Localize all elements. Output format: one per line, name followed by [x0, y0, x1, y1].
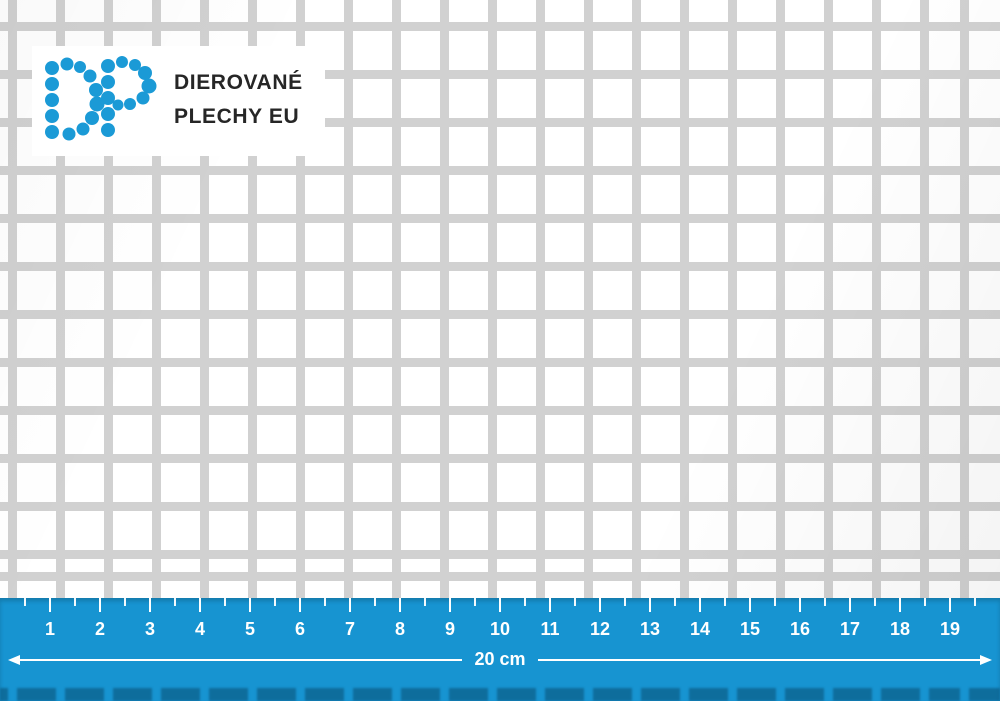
ruler-number: 16 — [789, 619, 811, 639]
ruler-tick — [199, 598, 201, 612]
ruler-tick — [599, 598, 601, 612]
ruler-tick — [99, 598, 101, 612]
ruler-tick — [899, 598, 901, 612]
ruler-tick — [249, 598, 251, 612]
ruler-tick — [624, 598, 626, 606]
ruler-number: 2 — [94, 619, 106, 639]
ruler-tick — [324, 598, 326, 606]
ruler-number: 17 — [839, 619, 861, 639]
ruler-tick — [974, 598, 976, 606]
ruler-tick — [274, 598, 276, 606]
ruler-tick — [224, 598, 226, 606]
ruler-tick — [749, 598, 751, 612]
ruler-tick — [124, 598, 126, 606]
ruler-number: 15 — [739, 619, 761, 639]
ruler-tick — [649, 598, 651, 612]
ruler-tick — [774, 598, 776, 606]
ruler-number: 5 — [244, 619, 256, 639]
ruler-tick — [399, 598, 401, 612]
ruler-tick — [424, 598, 426, 606]
ruler-tick — [49, 598, 51, 612]
ruler-tick — [299, 598, 301, 612]
ruler-length-label: 20 cm — [474, 648, 526, 669]
ruler-number: 14 — [689, 619, 711, 639]
ruler-tick — [349, 598, 351, 612]
ruler-tick — [149, 598, 151, 612]
ruler-tick — [849, 598, 851, 612]
ruler: 20 cm 1 2 3 4 5 6 7 8 9 10 11 12 13 14 15 16 17 18 19 — [0, 598, 1000, 701]
ruler-tick — [499, 598, 501, 612]
arrow-left-icon — [8, 655, 20, 665]
dp-dots-logo-icon — [45, 56, 157, 141]
ruler-tick — [799, 598, 801, 612]
ruler-number: 8 — [394, 619, 406, 639]
ruler-number: 12 — [589, 619, 611, 639]
ruler-tick — [524, 598, 526, 606]
ruler-number: 6 — [294, 619, 306, 639]
dimension-line: 20 cm — [8, 649, 993, 669]
ruler-tick — [74, 598, 76, 606]
ruler-tick — [174, 598, 176, 606]
ruler-tick — [724, 598, 726, 606]
arrow-right-icon — [980, 655, 993, 665]
ruler-tick — [674, 598, 676, 606]
dimension-segment-right — [537, 659, 981, 661]
ruler-number: 1 — [44, 619, 56, 639]
ruler-tick — [24, 598, 26, 606]
ruler-number: 7 — [344, 619, 356, 639]
ruler-tick — [699, 598, 701, 612]
ruler-number: 18 — [889, 619, 911, 639]
dimension-segment-left — [20, 659, 463, 661]
ruler-tick — [474, 598, 476, 606]
ruler-tick — [449, 598, 451, 612]
ruler-tick — [374, 598, 376, 606]
ruler-number: 4 — [194, 619, 206, 639]
ruler-tick — [574, 598, 576, 606]
brand-logo: DIEROVANÉ PLECHY EU — [32, 46, 325, 156]
ruler-tick — [549, 598, 551, 612]
ruler-tick — [824, 598, 826, 606]
ruler-number: 11 — [540, 619, 560, 639]
ruler-number: 19 — [939, 619, 961, 639]
brand-name-line2: PLECHY EU — [174, 105, 300, 128]
sheet-shadow-strip — [0, 688, 1000, 701]
ruler-tick — [874, 598, 876, 606]
ruler-number: 9 — [444, 619, 456, 639]
ruler-tick — [924, 598, 926, 606]
brand-name-line1: DIEROVANÉ — [174, 71, 303, 94]
ruler-tick — [949, 598, 951, 612]
brand-name: DIEROVANÉ PLECHY EU — [174, 66, 303, 134]
ruler-number: 3 — [144, 619, 156, 639]
ruler-number: 13 — [639, 619, 661, 639]
ruler-number: 10 — [489, 619, 511, 639]
